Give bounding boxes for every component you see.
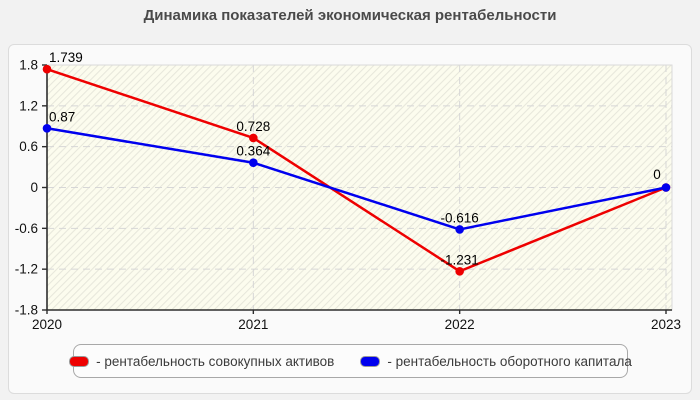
- legend-label-working-capital: - рентабельность оборотного капитала: [387, 353, 632, 369]
- y-axis-tick-label: 1.2: [19, 98, 38, 113]
- data-point-label: 0.728: [236, 119, 270, 134]
- x-axis-tick-label: 2022: [445, 317, 475, 332]
- data-point-label: 0: [653, 167, 661, 182]
- y-axis-tick-label: 0: [30, 180, 38, 195]
- data-point-label: -0.616: [441, 210, 479, 225]
- chart-title: Динамика показателей экономическая рента…: [143, 7, 557, 24]
- x-axis-tick-label: 2023: [651, 317, 681, 332]
- data-point: [455, 266, 464, 276]
- legend-label-total-assets: - рентабельность совокупных активов: [96, 353, 335, 369]
- data-point: [661, 183, 671, 192]
- series-line-1: [46, 127, 667, 231]
- data-point: [455, 225, 464, 234]
- y-axis-tick-label: -1.8: [15, 303, 38, 318]
- legend: - рентабельность совокупных активов - ре…: [69, 344, 632, 378]
- data-point-label: 1.739: [49, 50, 83, 65]
- y-axis-tick-label: -0.6: [15, 221, 38, 236]
- y-axis-tick-label: 0.6: [19, 139, 38, 154]
- y-axis-tick-label: -1.2: [15, 262, 38, 277]
- data-point: [42, 64, 52, 74]
- legend-item-total-assets: - рентабельность совокупных активов: [69, 354, 334, 369]
- data-point: [249, 158, 258, 168]
- y-axis-tick-label: 1.8: [19, 58, 38, 73]
- data-point-label: -1.231: [441, 252, 479, 267]
- legend-swatch-red: [69, 355, 90, 367]
- series-line-0: [46, 67, 667, 273]
- x-axis-tick-label: 2021: [238, 317, 268, 332]
- data-point-label: 0.87: [49, 109, 75, 124]
- data-point-label: 0.364: [236, 144, 270, 159]
- data-point: [42, 123, 52, 133]
- x-axis-tick-label: 2020: [32, 317, 62, 332]
- legend-item-working-capital: - рентабельность оборотного капитала: [360, 353, 632, 369]
- data-point: [249, 133, 258, 143]
- legend-swatch-blue: [360, 355, 381, 367]
